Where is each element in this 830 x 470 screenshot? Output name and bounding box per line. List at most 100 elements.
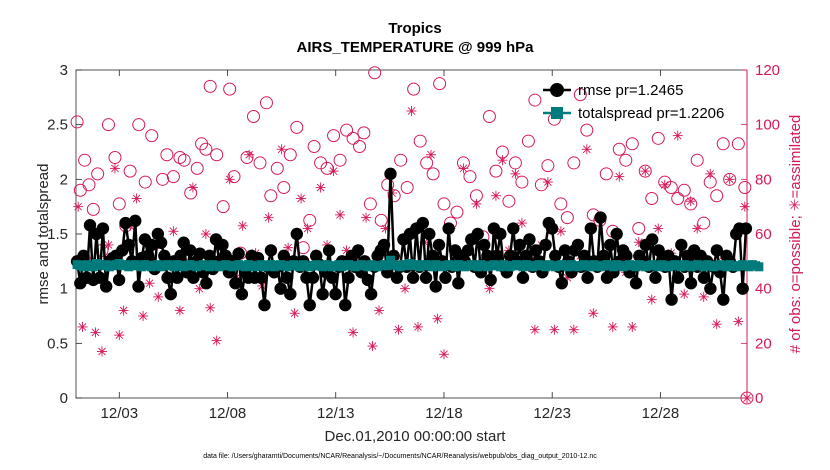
rmse-point — [520, 249, 533, 263]
y-tick-label: 0.5 — [47, 335, 68, 352]
obs-possible-point — [671, 191, 685, 205]
obs-assimilated-point — [438, 349, 449, 360]
y-tick-label: 0 — [60, 390, 68, 407]
obs-possible-point — [716, 137, 730, 151]
corner-obs-asterisk — [742, 393, 752, 403]
obs-assimilated-point — [516, 218, 527, 229]
obs-assimilated-point — [90, 327, 101, 338]
obs-possible-point — [664, 181, 678, 195]
obs-possible-point — [651, 131, 665, 145]
rmse-point — [83, 219, 97, 232]
rmse-point — [665, 293, 678, 306]
obs-assimilated-point — [705, 168, 716, 179]
obs-possible-point — [554, 197, 568, 211]
rmse-point — [675, 238, 688, 252]
rmse-point — [203, 249, 216, 263]
obs-assimilated-point — [724, 174, 735, 185]
obs-possible-point — [357, 126, 371, 140]
obs-assimilated-point — [458, 163, 469, 174]
obs-assimilated-point — [144, 278, 155, 289]
rmse-point — [174, 249, 187, 263]
rmse-point — [158, 249, 171, 263]
rmse-point — [710, 244, 724, 257]
obs-assimilated-point — [484, 283, 495, 294]
obs-assimilated-point — [679, 289, 690, 300]
y-right-tick-label: 80 — [755, 171, 772, 188]
obs-possible-point — [270, 161, 284, 175]
obs-assimilated-point — [187, 182, 198, 193]
rmse-point — [406, 271, 420, 284]
rmse-point — [99, 280, 113, 293]
rmse-point — [558, 244, 572, 257]
obs-possible-point — [612, 142, 626, 156]
obs-assimilated-point — [96, 346, 107, 357]
obs-assimilated-point — [77, 321, 88, 332]
obs-possible-point — [353, 140, 367, 154]
corner-obs-marker — [740, 391, 754, 405]
rmse-point — [471, 227, 484, 241]
obs-possible-point — [690, 153, 704, 167]
obs-possible-point — [521, 134, 535, 148]
rmse-point — [481, 249, 494, 263]
obs-possible-point — [138, 175, 152, 189]
obs-assimilated-point — [263, 212, 274, 223]
rmse-point — [187, 271, 200, 284]
rmse-point — [303, 298, 316, 312]
rmse-point — [717, 293, 730, 306]
rmse-point — [426, 249, 439, 263]
rmse-point — [112, 273, 126, 287]
x-tick-label: 12/28 — [642, 405, 680, 422]
obs-assimilated-point — [335, 209, 346, 220]
obs-possible-point — [190, 161, 204, 175]
rmse-point — [290, 227, 303, 241]
obs-possible-point — [528, 93, 542, 107]
obs-assimilated-point — [296, 193, 307, 204]
legend-spread-label: totalspread pr=1.2206 — [578, 105, 724, 122]
obs-possible-point — [368, 66, 382, 80]
obs-assimilated-point — [328, 166, 339, 177]
x-tick-label: 12/08 — [209, 405, 247, 422]
obs-possible-point — [645, 191, 659, 205]
obs-assimilated-point — [361, 212, 372, 223]
obs-assimilated-point — [698, 291, 709, 302]
obs-possible-point — [374, 213, 388, 227]
obs-assimilated-point — [200, 229, 211, 239]
obs-possible-point — [70, 115, 84, 129]
obs-possible-point — [253, 156, 267, 170]
obs-possible-point — [210, 148, 224, 162]
rmse-point — [322, 244, 336, 257]
rmse-point — [258, 298, 271, 312]
obs-assimilated-point — [374, 305, 385, 316]
rmse-point — [684, 277, 698, 290]
data-file-footnote: data file: /Users/gharamti/Documents/NCA… — [203, 453, 597, 460]
obs-assimilated-point — [118, 305, 129, 316]
rmse-point — [377, 238, 391, 252]
obs-possible-point — [307, 140, 321, 154]
obs-assimilated-point — [73, 201, 84, 212]
rmse-point — [235, 287, 249, 301]
rmse-point — [255, 271, 268, 284]
y-right-tick-label: 40 — [755, 281, 772, 298]
rmse-point — [477, 238, 491, 252]
obs-possible-point — [91, 167, 105, 181]
obs-possible-point — [489, 164, 503, 178]
obs-possible-point — [177, 153, 191, 167]
obs-possible-point — [400, 181, 414, 195]
rmse-point — [119, 216, 132, 230]
obs-assimilated-point — [471, 198, 482, 209]
obs-assimilated-point — [393, 324, 404, 335]
rmse-point — [432, 238, 446, 252]
obs-assimilated-point — [568, 324, 579, 335]
rmse-point — [161, 271, 174, 284]
rmse-point — [581, 271, 594, 284]
obs-assimilated-point — [510, 168, 521, 179]
chart-title: Tropics — [388, 20, 441, 37]
obs-possible-point — [638, 164, 652, 178]
x-tick-label: 12/03 — [101, 405, 139, 422]
obs-assimilated-point — [490, 190, 501, 201]
obs-assimilated-point — [153, 291, 164, 302]
rmse-point — [539, 238, 552, 252]
obs-assimilated-point — [646, 294, 657, 305]
rmse-point — [494, 227, 507, 241]
rmse-point — [555, 277, 568, 290]
